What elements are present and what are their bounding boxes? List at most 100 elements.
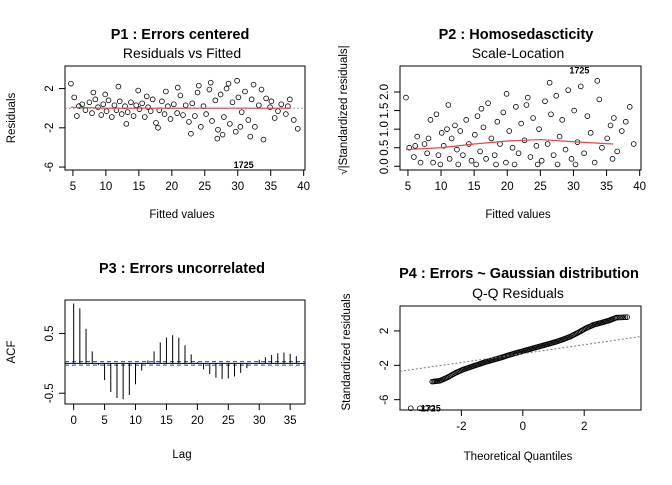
- data-point: [554, 161, 561, 168]
- data-point: [480, 124, 487, 131]
- p1-point-label: 1725: [234, 160, 254, 170]
- data-point: [513, 104, 519, 110]
- panel-p3: P3 : Errors uncorrelated 0 5 10 15 20 25 30 35 …: [6, 261, 306, 461]
- data-point: [417, 159, 424, 166]
- data-point: [278, 101, 285, 108]
- y-tick-label: 1.0: [379, 121, 391, 137]
- data-point: [509, 144, 516, 151]
- data-point: [260, 136, 267, 143]
- data-point: [460, 152, 466, 158]
- data-point: [417, 405, 423, 412]
- y-tick-label: 0.5: [379, 140, 391, 156]
- data-point: [485, 100, 491, 106]
- data-point: [182, 102, 189, 109]
- data-point: [290, 117, 297, 123]
- data-point: [425, 135, 432, 142]
- data-point: [524, 94, 531, 101]
- data-point: [180, 112, 186, 118]
- data-point: [493, 161, 499, 168]
- data-point: [527, 154, 534, 160]
- p3-plot-frame: [64, 299, 306, 405]
- data-point: [457, 128, 464, 134]
- data-point: [234, 77, 240, 84]
- x-tick-label: 15: [132, 181, 145, 193]
- data-point: [263, 95, 269, 102]
- data-point: [587, 130, 594, 136]
- data-point: [229, 99, 236, 106]
- data-point: [159, 98, 165, 105]
- data-point: [472, 131, 478, 138]
- p1-x-label: Fitted values: [149, 209, 214, 221]
- p4-lines: [399, 336, 642, 372]
- x-tick-label: 30: [567, 181, 580, 193]
- x-tick-label: 40: [633, 181, 646, 193]
- data-point: [221, 114, 227, 120]
- p4-subtitle: Q-Q Residuals: [472, 285, 564, 301]
- data-point: [503, 91, 510, 97]
- x-tick-label: 10: [129, 415, 142, 427]
- smooth-line: [405, 138, 614, 151]
- y-tick-label: -0.5: [44, 383, 56, 403]
- x-tick-label: 15: [160, 415, 173, 427]
- data-point: [227, 121, 233, 127]
- data-point: [478, 105, 485, 112]
- data-point: [562, 146, 569, 153]
- data-point: [275, 108, 281, 114]
- data-point: [533, 143, 540, 149]
- data-point: [283, 111, 289, 117]
- p1-x-axis: 5 10 15 20 25 30 35 40: [70, 170, 310, 193]
- data-point: [188, 130, 194, 137]
- data-point: [445, 102, 452, 108]
- data-point: [448, 135, 455, 142]
- data-point: [116, 98, 123, 105]
- data-point: [423, 405, 429, 412]
- data-point: [626, 104, 633, 110]
- data-point: [452, 122, 458, 129]
- data-point: [594, 78, 601, 84]
- data-point: [515, 150, 522, 157]
- p2-x-axis: 5 10 15 20 25 30 35 40: [405, 170, 646, 193]
- data-point: [186, 119, 192, 125]
- data-point: [71, 94, 78, 101]
- data-point: [421, 141, 428, 147]
- data-point: [427, 117, 434, 123]
- data-point: [444, 126, 450, 132]
- data-point: [534, 161, 541, 168]
- x-tick-label: 30: [231, 181, 244, 193]
- data-point: [287, 96, 293, 103]
- data-point: [92, 96, 99, 103]
- p2-plot-frame: [399, 65, 642, 171]
- data-point: [455, 161, 462, 168]
- data-point: [577, 83, 584, 90]
- data-point: [411, 154, 417, 160]
- data-point: [219, 131, 226, 138]
- p4-y-axis: -6 -2 2: [379, 328, 400, 405]
- data-point: [115, 83, 122, 90]
- data-point: [556, 133, 563, 140]
- x-tick-label: 20: [191, 415, 204, 427]
- data-point: [544, 141, 551, 147]
- p4-points: [407, 314, 630, 412]
- data-point: [245, 117, 252, 123]
- data-point: [215, 126, 221, 133]
- x-tick-label: 10: [435, 181, 448, 193]
- x-tick-label: 20: [165, 181, 178, 193]
- data-point: [102, 91, 109, 98]
- data-point: [446, 156, 453, 162]
- data-point: [139, 100, 145, 107]
- data-point: [620, 314, 627, 321]
- data-point: [604, 135, 611, 142]
- data-point: [559, 117, 566, 123]
- x-tick-label: 15: [468, 181, 481, 193]
- data-point: [611, 115, 617, 121]
- data-point: [189, 100, 196, 107]
- data-point: [194, 89, 201, 96]
- y-tick-label: 2.0: [379, 84, 391, 100]
- x-tick-label: 30: [253, 415, 266, 427]
- data-point: [250, 81, 257, 88]
- data-point: [68, 80, 74, 87]
- data-point: [591, 159, 598, 166]
- data-point: [571, 107, 577, 114]
- data-point: [161, 111, 168, 117]
